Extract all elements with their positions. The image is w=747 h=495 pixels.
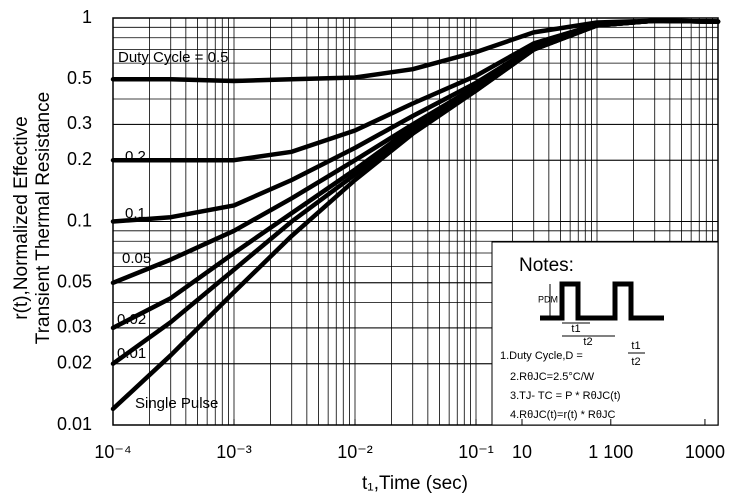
curves [110,18,721,412]
frac-den: t2 [631,356,640,368]
series-label: 0.02 [117,311,146,328]
series-label: 0.1 [125,205,146,222]
pdm-label: PDM [538,294,558,304]
y-tick-label: 0.2 [67,149,92,169]
x-tick-label: 1 100 [588,442,633,462]
frac-num: t1 [631,340,640,352]
y-tick-label: 0.1 [67,210,92,230]
y-tick-label: 1 [82,7,92,27]
notes-frame [491,241,719,426]
x-tick-label: 10⁻² [337,442,373,462]
series-label: Duty Cycle = 0.5 [118,49,228,66]
plot-frame [112,17,719,426]
t1-label: t1 [571,323,580,335]
pulse-diagram [540,281,664,321]
x-tick-label: 10 [512,442,532,462]
x-tick-label: 1000 [685,442,725,462]
series-line [110,18,721,412]
y-axis-title: Transient Thermal Resistance [33,92,54,344]
series-label: Single Pulse [135,395,218,412]
notes-title: Notes: [519,255,574,276]
y-tick-label: 0.05 [57,272,92,292]
note-line: 2.RθJC=2.5°C/W [510,371,595,383]
x-tick-label: 10⁻⁴ [94,442,131,462]
series-label: 0.01 [117,345,146,362]
series-label: 0.05 [122,250,151,267]
note-line: 3.TJ- TC = P * RθJC(t) [510,390,621,402]
y-tick-label: 0.03 [57,317,92,337]
notes-box: Notes: PDM t1 t2 1.Duty Cycle,D = t1 t2 … [491,241,719,426]
y-tick-label: 0.3 [67,113,92,133]
note-line: 1.Duty Cycle,D = [500,350,583,362]
y-axis-title: r(t),Normalized Effective [11,116,32,319]
x-tick-label: 10⁻³ [216,442,252,462]
series-label: 0.2 [125,148,146,165]
y-tick-label: 0.02 [57,352,92,372]
x-axis-title: t₁,Time (sec) [362,473,468,494]
y-tick-label: 0.5 [67,68,92,88]
x-tick-label: 10⁻¹ [458,442,494,462]
note-line: 4.RθJC(t)=r(t) * RθJC [510,409,615,421]
y-tick-label: 0.01 [57,414,92,434]
t2-label: t2 [583,336,592,348]
